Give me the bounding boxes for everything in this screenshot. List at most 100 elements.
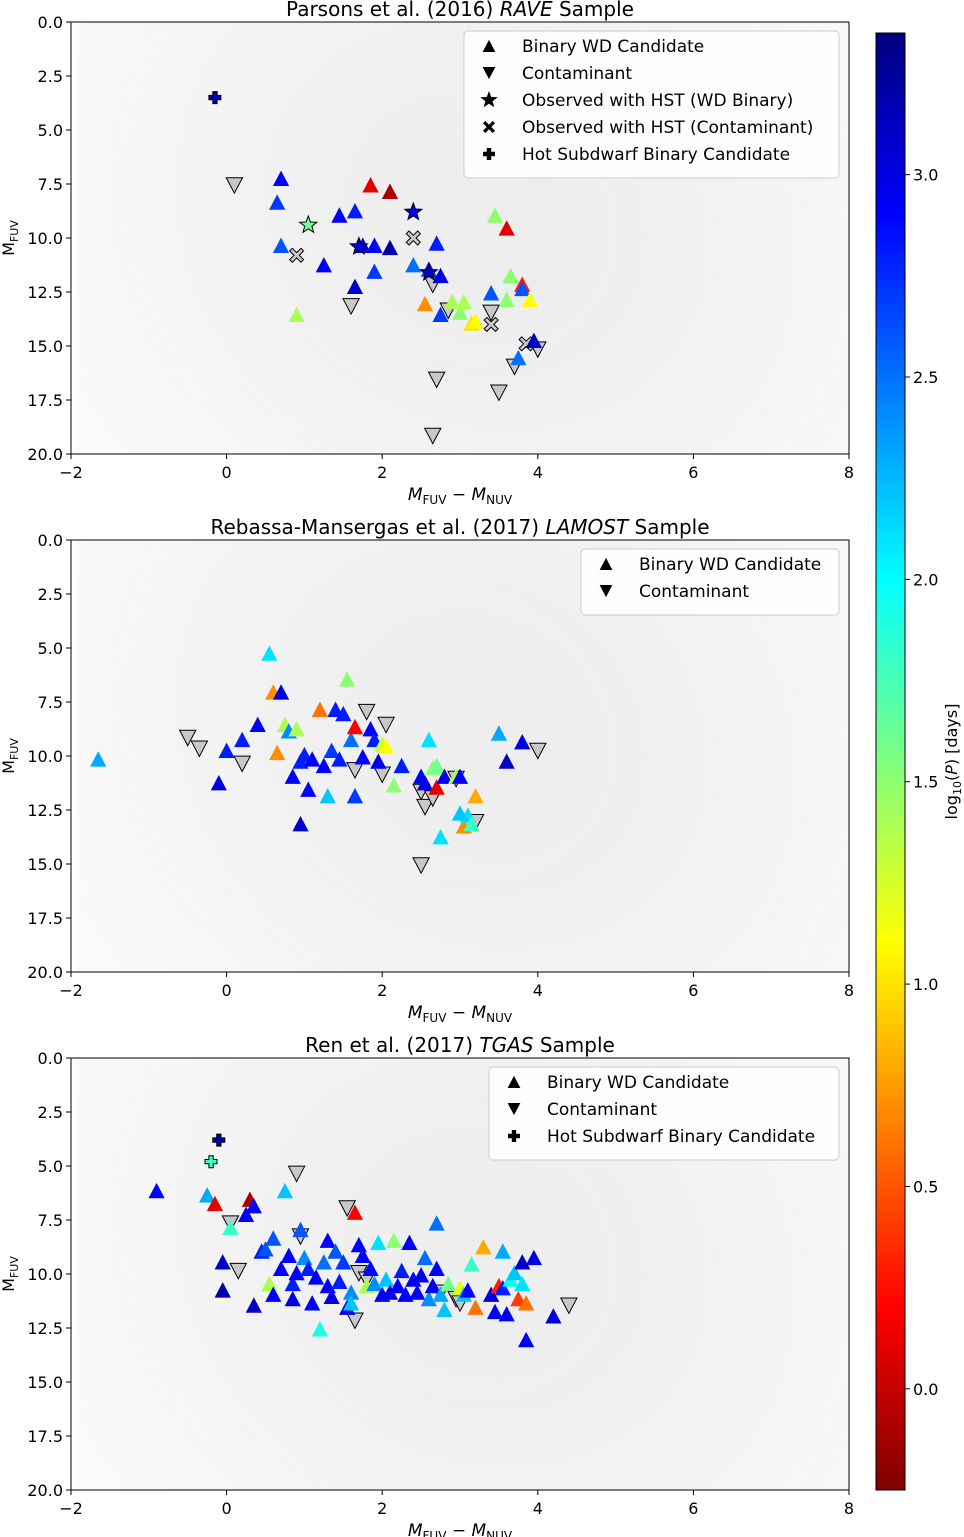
candidate-point <box>214 1282 231 1298</box>
x-tick-label: 4 <box>533 463 543 482</box>
y-tick-label: 17.5 <box>27 909 63 928</box>
y-tick-label: 7.5 <box>38 175 63 194</box>
colorbar-tick-label: 1.0 <box>913 975 938 994</box>
y-tick-label: 20.0 <box>27 445 63 464</box>
contaminant-point <box>357 703 376 721</box>
legend-label: Contaminant <box>547 1100 657 1120</box>
x-tick-label: 0 <box>222 1499 232 1518</box>
candidate-point <box>436 768 453 784</box>
candidate-point <box>428 779 445 795</box>
colorbar-tick-label: 3.0 <box>913 166 938 185</box>
data-points <box>208 91 547 445</box>
candidate-point <box>214 1254 231 1270</box>
candidate-point <box>514 733 531 750</box>
x-tick-label: 8 <box>844 1499 854 1518</box>
candidate-point <box>416 1249 434 1266</box>
candidate-point <box>420 731 437 748</box>
candidate-point <box>284 768 301 784</box>
candidate-point <box>292 816 309 832</box>
panel-1: −2 0 2 4 6 8 0.0 2.5 5.0 7.5 10.0 12.5 15.0 17.5 20.0 P… <box>0 0 854 507</box>
candidate-point <box>206 1195 224 1212</box>
colorbar-label: log10(P) [days] <box>942 704 964 820</box>
y-tick-label: 7.5 <box>38 693 63 712</box>
legend-marker-x <box>483 121 495 133</box>
candidate-point <box>385 777 402 793</box>
candidate-point <box>272 237 290 253</box>
contaminant-point <box>489 384 508 402</box>
candidate-point <box>416 295 434 312</box>
candidate-point <box>265 1286 282 1302</box>
y-tick-label: 5.0 <box>38 639 63 658</box>
legend-entry: Hot Subdwarf Binary Candidate <box>483 145 790 165</box>
candidate-point <box>346 787 364 804</box>
candidate-point <box>397 1286 414 1302</box>
colorbar: 0.0 0.5 1.0 1.5 2.0 2.5 3.0 log10(P) [days] <box>875 32 964 1491</box>
candidate-point <box>463 816 480 832</box>
candidate-point <box>288 720 305 737</box>
contaminant-point <box>412 857 431 875</box>
candidate-point <box>300 1260 317 1276</box>
legend-box <box>580 548 840 616</box>
contaminant-point <box>423 427 442 445</box>
candidate-point <box>428 1260 445 1276</box>
candidate-point <box>280 1247 297 1264</box>
candidate-point <box>463 1256 480 1272</box>
y-tick-label: 0.0 <box>38 13 63 32</box>
candidate-point <box>234 731 251 748</box>
legend-label: Binary WD Candidate <box>639 555 821 575</box>
y-tick-label: 2.5 <box>38 1103 63 1122</box>
x-tick-label: 6 <box>688 463 698 482</box>
candidate-point <box>346 1204 364 1220</box>
panel-title: Parsons et al. (2016) RAVE Sample <box>286 0 634 21</box>
candidate-point <box>420 1290 437 1307</box>
candidate-point <box>518 1331 535 1348</box>
candidate-point <box>272 170 290 186</box>
candidate-point <box>331 207 348 223</box>
candidate-point <box>412 1267 430 1283</box>
candidate-point <box>436 1301 453 1318</box>
candidate-point <box>381 239 399 256</box>
candidate-point <box>304 1295 321 1311</box>
legend-entry: Contaminant <box>507 1100 657 1120</box>
candidate-point <box>377 738 395 754</box>
hst-wd-point <box>298 214 319 234</box>
legend-marker-triangle-up <box>599 557 613 570</box>
candidate-point <box>300 781 317 797</box>
candidate-point <box>366 263 383 279</box>
candidate-point <box>272 1260 290 1276</box>
candidate-point <box>525 332 543 348</box>
candidate-point <box>514 280 531 297</box>
candidate-point <box>428 235 445 251</box>
candidate-point <box>269 744 286 761</box>
y-tick-label: 5.0 <box>38 121 63 140</box>
y-tick-label: 15.0 <box>27 1373 63 1392</box>
contaminant-point <box>338 1200 357 1218</box>
x-tick-label: 4 <box>533 1499 543 1518</box>
y-tick-label: 10.0 <box>27 229 63 248</box>
candidate-point <box>342 1295 360 1311</box>
candidate-point <box>424 1277 441 1294</box>
colorbar-gradient <box>875 32 906 1491</box>
candidate-point <box>269 194 286 210</box>
legend-label: Hot Subdwarf Binary Candidate <box>522 145 790 165</box>
candidate-point <box>311 701 329 717</box>
candidate-point <box>307 1269 325 1285</box>
x-tick-label: 8 <box>844 463 854 482</box>
candidate-point <box>261 645 278 661</box>
candidate-point <box>483 285 500 301</box>
candidate-point <box>346 202 364 219</box>
candidate-point <box>405 1271 422 1287</box>
y-tick-label: 10.0 <box>27 747 63 766</box>
candidate-point <box>393 757 410 774</box>
hst-contaminant-point <box>405 230 422 246</box>
contaminant-point <box>559 1297 578 1315</box>
candidate-point <box>335 705 352 722</box>
hst-contaminant-point <box>288 247 305 264</box>
candidate-point <box>249 716 266 733</box>
candidate-point <box>346 278 364 294</box>
x-axis-label: MFUV − MNUV <box>408 1521 513 1537</box>
x-tick-label: 2 <box>377 981 387 1000</box>
legend-marker-triangle-up <box>507 1075 521 1088</box>
candidate-point <box>486 207 504 223</box>
candidate-point <box>459 1282 476 1298</box>
